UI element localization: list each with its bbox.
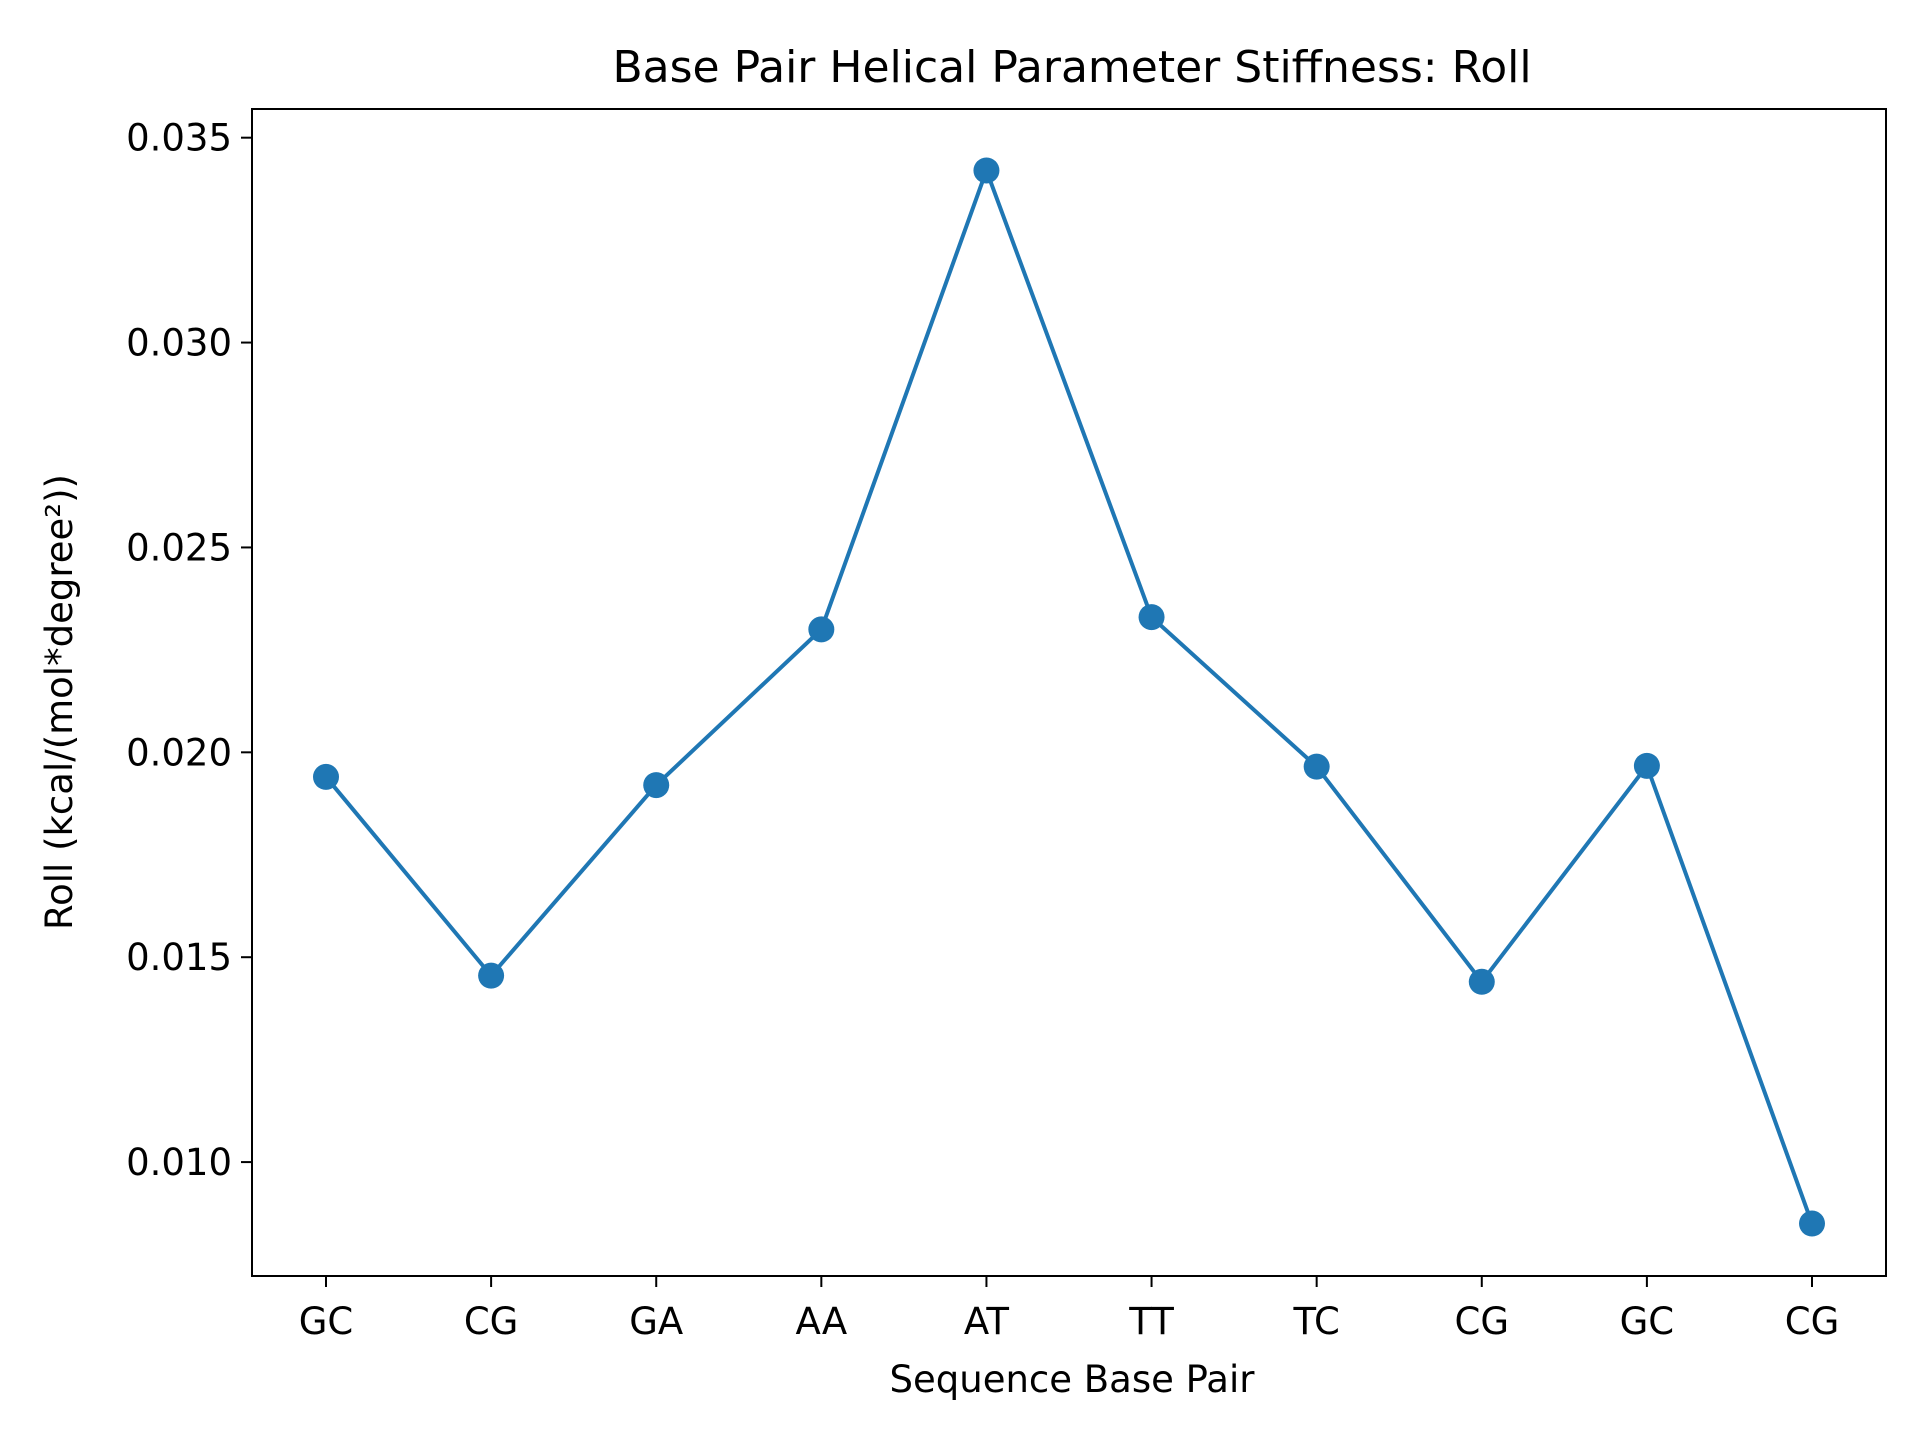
series-line	[324, 168, 1814, 1225]
x-tick-label: AA	[796, 1300, 848, 1343]
x-tick-label: GC	[299, 1300, 354, 1343]
y-tick-label: 0.010	[126, 1141, 232, 1184]
x-tick-label: CG	[1455, 1300, 1510, 1343]
data-point	[1138, 604, 1165, 631]
x-tick-label: GC	[1620, 1300, 1675, 1343]
y-tick-label: 0.025	[126, 526, 232, 569]
x-tick-label: CG	[1785, 1300, 1840, 1343]
data-point	[313, 763, 339, 790]
data-point	[478, 962, 505, 989]
x-tick-label: CG	[464, 1300, 519, 1343]
y-tick-label: 0.030	[126, 322, 232, 365]
y-tick-label: 0.015	[126, 936, 232, 979]
x-tick-label: GA	[629, 1300, 683, 1343]
data-point	[643, 772, 670, 799]
x-tick-label: TT	[1128, 1300, 1174, 1343]
data-point	[973, 157, 1000, 184]
axes-frame	[251, 108, 1887, 1277]
x-tick-label: AT	[964, 1300, 1009, 1343]
x-axis-label: Sequence Base Pair	[890, 1358, 1256, 1401]
plot-area: 0.010 0.015 0.020 0.025 0.030 0.035 GC CG GA AA AT…	[126, 108, 1887, 1343]
y-axis-label: Roll (kcal/(mol*degree²))	[38, 474, 81, 930]
x-tick-label: TC	[1293, 1300, 1340, 1343]
data-point	[1468, 968, 1495, 995]
data-point	[1799, 1210, 1825, 1237]
chart-title: Base Pair Helical Parameter Stiffness: R…	[612, 42, 1531, 93]
data-point	[1303, 753, 1330, 780]
y-tick-label: 0.035	[126, 117, 232, 160]
y-tick-label: 0.020	[126, 731, 232, 774]
data-point	[808, 616, 835, 643]
data-point	[1633, 752, 1660, 779]
